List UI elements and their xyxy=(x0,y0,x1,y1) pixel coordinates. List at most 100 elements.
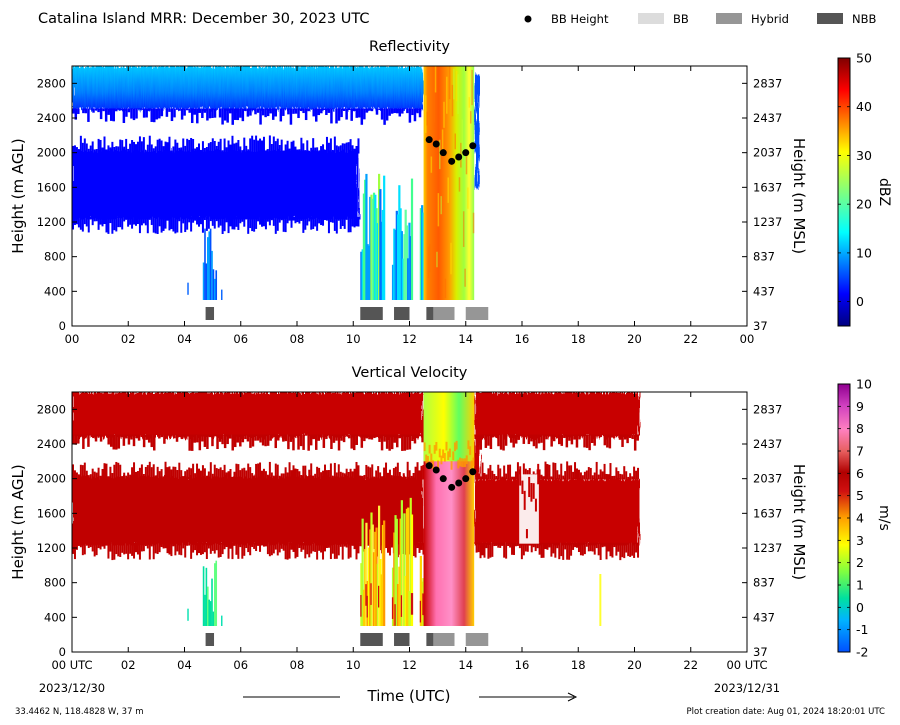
y-tick-label: 1200 xyxy=(37,541,66,555)
x-tick-label: 04 xyxy=(177,658,192,672)
x-tick-label: 12 xyxy=(402,658,417,672)
bb-height-marker xyxy=(448,157,456,165)
colorbar-tick-label: 10 xyxy=(856,245,872,260)
x-tick-label: 00 UTC xyxy=(726,658,767,672)
colorbar-tick-label: 40 xyxy=(856,99,872,114)
bb-height-marker xyxy=(425,136,433,144)
y-tick-label: 2400 xyxy=(37,111,66,125)
bb-type-nbb xyxy=(394,307,410,320)
y-tick-label-right: 37 xyxy=(753,319,768,333)
y-tick-label-right: 2837 xyxy=(753,402,782,416)
colorbar-tick-label: 2 xyxy=(856,555,864,570)
bb-height-marker xyxy=(469,468,477,476)
x-tick-label: 00 xyxy=(740,332,755,346)
colorbar-tick-label: 50 xyxy=(856,51,872,66)
legend-label-nbb: NBB xyxy=(852,12,876,26)
colorbar-tick-label: 0 xyxy=(856,294,864,309)
y-tick-label-right: 2037 xyxy=(753,472,782,486)
bb-type-nbb xyxy=(205,307,215,320)
x-axis-label: Time (UTC) xyxy=(367,687,451,705)
radar-field xyxy=(72,392,641,626)
panel-title: Vertical Velocity xyxy=(352,365,468,381)
y-axis-label: Height (m AGL) xyxy=(9,464,27,579)
y-tick-label: 800 xyxy=(44,250,66,264)
x-tick-label: 16 xyxy=(515,332,530,346)
x-tick-label: 00 xyxy=(65,332,80,346)
y-tick-label-right: 1637 xyxy=(753,506,782,520)
bb-height-marker xyxy=(462,475,470,483)
legend-swatch-nbb xyxy=(817,13,843,24)
legend-swatch-bb xyxy=(638,13,664,24)
y-tick-label-right: 2037 xyxy=(753,146,782,160)
y-tick-label-right: 1237 xyxy=(753,541,782,555)
x-date-right: 2023/12/31 xyxy=(714,681,780,695)
y-axis-label-right: Height (m MSL) xyxy=(790,138,808,254)
x-tick-label: 02 xyxy=(121,332,136,346)
x-tick-label: 18 xyxy=(571,658,586,672)
y-tick-label-right: 37 xyxy=(753,645,768,659)
y-tick-label-right: 1637 xyxy=(753,180,782,194)
bb-height-marker xyxy=(448,483,456,491)
x-date-left: 2023/12/30 xyxy=(39,681,105,695)
bb-type-hybrid xyxy=(465,307,489,320)
colorbar-tick-label: 4 xyxy=(856,511,864,526)
bb-type-nbb xyxy=(426,633,434,646)
legend-label-bb: BB xyxy=(673,12,689,26)
x-tick-label: 20 xyxy=(627,658,642,672)
y-tick-label: 1600 xyxy=(37,180,66,194)
colorbar-tick-label: -1 xyxy=(856,622,868,637)
bb-height-marker xyxy=(469,142,477,150)
bb-type-nbb xyxy=(360,307,383,320)
bb-type-nbb xyxy=(426,307,434,320)
bb-height-marker xyxy=(432,140,440,148)
radar-field xyxy=(72,66,480,300)
bb-height-marker xyxy=(439,475,447,483)
bb-height-marker xyxy=(455,479,463,487)
bb-height-marker xyxy=(462,149,470,157)
legend-swatch-hybrid xyxy=(716,13,742,24)
bb-height-marker xyxy=(432,466,440,474)
x-tick-label: 04 xyxy=(177,332,192,346)
x-tick-label: 12 xyxy=(402,332,417,346)
colorbar-tick-label: 6 xyxy=(856,466,864,481)
y-tick-label: 1200 xyxy=(37,215,66,229)
footer-creation-date: Plot creation date: Aug 01, 2024 18:20:0… xyxy=(687,707,886,717)
bright-band-legend: BB Height BB Hybrid NBB xyxy=(524,12,876,26)
bb-height-marker xyxy=(425,462,433,470)
x-tick-label: 08 xyxy=(290,658,305,672)
y-tick-label-right: 2437 xyxy=(753,111,782,125)
bb-type-nbb xyxy=(360,633,383,646)
y-tick-label: 400 xyxy=(44,610,66,624)
y-tick-label: 400 xyxy=(44,284,66,298)
legend-marker-bb-height xyxy=(524,15,532,23)
bb-type-nbb xyxy=(205,633,215,646)
colorbar-label: m/s xyxy=(876,505,892,531)
x-tick-label: 00 UTC xyxy=(51,658,92,672)
panel-title: Reflectivity xyxy=(369,39,450,55)
legend-label-hybrid: Hybrid xyxy=(751,12,789,26)
y-tick-label-right: 837 xyxy=(753,576,775,590)
colorbar-tick-label: 10 xyxy=(856,377,872,392)
y-tick-label: 1600 xyxy=(37,506,66,520)
y-tick-label-right: 837 xyxy=(753,250,775,264)
y-tick-label-right: 2837 xyxy=(753,76,782,90)
y-tick-label: 2000 xyxy=(37,472,66,486)
x-tick-label: 08 xyxy=(290,332,305,346)
x-tick-label: 16 xyxy=(515,658,530,672)
colorbar-tick-label: 3 xyxy=(856,533,864,548)
colorbar-tick-label: -2 xyxy=(856,645,868,660)
colorbar-label: dBZ xyxy=(876,178,892,206)
colorbar-tick-label: 1 xyxy=(856,578,864,593)
x-tick-label: 06 xyxy=(233,658,248,672)
bb-height-marker xyxy=(455,153,463,161)
x-tick-label: 18 xyxy=(571,332,586,346)
x-tick-label: 20 xyxy=(627,332,642,346)
bb-type-hybrid xyxy=(433,307,455,320)
y-tick-label-right: 1237 xyxy=(753,215,782,229)
y-tick-label-right: 437 xyxy=(753,610,775,624)
colorbar xyxy=(837,57,851,327)
x-tick-label: 10 xyxy=(346,332,361,346)
colorbar-tick-label: 20 xyxy=(856,197,872,212)
